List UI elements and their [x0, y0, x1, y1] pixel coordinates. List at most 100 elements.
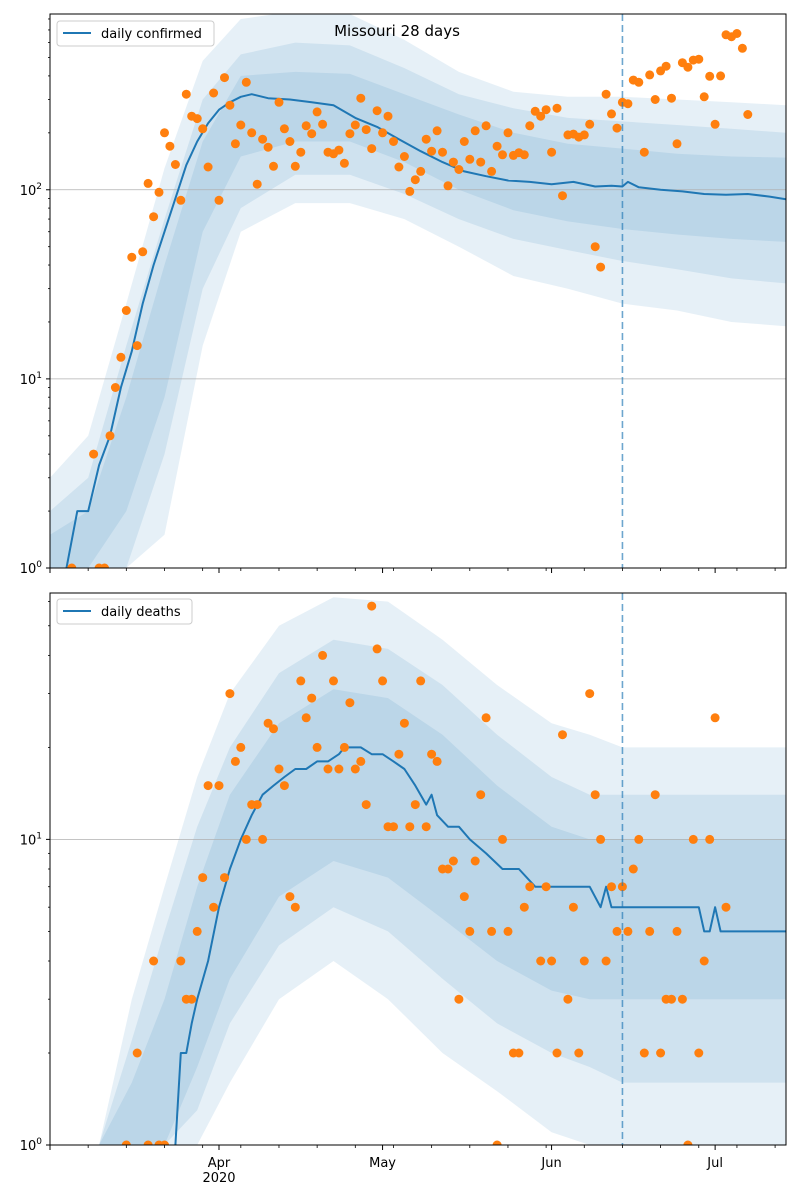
deaths-data-point	[547, 956, 557, 966]
deaths-data-point	[705, 834, 715, 844]
confirmed-data-point	[132, 341, 142, 351]
confirmed-data-point	[732, 29, 742, 38]
deaths-data-point	[612, 926, 622, 936]
deaths-data-point	[160, 1140, 169, 1145]
deaths-data-point	[329, 676, 338, 686]
deaths-data-point	[187, 994, 197, 1004]
deaths-data-point	[487, 926, 497, 936]
confirmed-data-point	[269, 161, 278, 171]
deaths-data-point	[470, 856, 480, 866]
confirmed-data-point	[121, 306, 131, 315]
deaths-data-point	[454, 994, 464, 1004]
confirmed-data-point	[345, 129, 355, 139]
confirmed-data-point	[350, 120, 360, 130]
confirmed-data-point	[279, 124, 289, 134]
confirmed-data-point	[143, 178, 153, 188]
confirmed-legend-label: daily confirmed	[101, 27, 202, 42]
deaths-data-point	[683, 1140, 693, 1145]
deaths-data-point	[601, 956, 611, 966]
deaths-data-point	[519, 902, 529, 912]
deaths-data-point	[694, 1048, 704, 1058]
confirmed-data-point	[492, 141, 502, 151]
deaths-legend-label: daily deaths	[101, 605, 181, 620]
deaths-data-point	[269, 724, 278, 734]
confirmed-data-point	[585, 119, 595, 129]
confirmed-data-point	[639, 147, 649, 157]
confirmed-panel: 100 101 102 Missouri 28 days daily confirm…	[20, 13, 787, 577]
deaths-xtick-sublabel: 2020	[202, 1171, 235, 1186]
deaths-data-point	[279, 781, 289, 791]
confirmed-data-point	[705, 71, 715, 81]
figure-title: Missouri 28 days	[334, 22, 460, 40]
deaths-xtick-label: Apr	[208, 1156, 231, 1171]
deaths-data-point	[378, 676, 388, 686]
deaths-data-point	[389, 822, 398, 832]
deaths-data-point	[203, 781, 213, 791]
deaths-data-point	[448, 856, 458, 866]
confirmed-data-point	[230, 139, 240, 149]
deaths-data-point	[607, 882, 616, 892]
confirmed-data-point	[285, 137, 295, 146]
confirmed-data-point	[465, 154, 475, 164]
deaths-data-point	[405, 822, 415, 832]
confirmed-data-point	[694, 54, 704, 64]
confirmed-data-point	[710, 119, 720, 129]
deaths-data-point	[258, 834, 268, 844]
confirmed-data-point	[421, 134, 431, 144]
confirmed-data-point	[519, 150, 529, 160]
confirmed-data-point	[399, 152, 409, 161]
deaths-data-point	[296, 676, 306, 686]
confirmed-data-point	[252, 179, 262, 189]
deaths-data-point	[639, 1048, 649, 1058]
deaths-data-point	[285, 892, 295, 902]
deaths-data-point	[525, 882, 535, 892]
deaths-data-point	[656, 1048, 666, 1058]
deaths-data-point	[334, 764, 344, 774]
confirmed-data-point	[743, 110, 753, 119]
deaths-data-point	[350, 764, 360, 774]
confirmed-data-point	[339, 158, 349, 168]
deaths-data-point	[699, 956, 709, 966]
deaths-data-point	[241, 834, 251, 844]
confirmed-data-point	[498, 150, 507, 160]
deaths-xtick-label: Jun	[540, 1156, 561, 1171]
confirmed-data-point	[263, 142, 273, 152]
confirmed-data-point	[258, 134, 268, 144]
confirmed-data-point	[558, 191, 567, 201]
deaths-data-point	[503, 926, 513, 936]
confirmed-data-point	[312, 107, 322, 117]
deaths-data-point	[301, 713, 311, 723]
deaths-data-point	[563, 994, 573, 1004]
deaths-data-point	[323, 764, 333, 774]
confirmed-data-point	[737, 43, 747, 53]
confirmed-data-point	[301, 121, 311, 131]
deaths-xtick-label: Jul	[706, 1156, 723, 1171]
confirmed-data-point	[378, 128, 388, 138]
deaths-data-point	[209, 902, 219, 912]
deaths-data-point	[541, 882, 551, 892]
confirmed-data-point	[623, 99, 633, 109]
confirmed-data-point	[389, 137, 398, 146]
deaths-data-point	[721, 902, 731, 912]
confirmed-data-point	[334, 145, 344, 155]
confirmed-data-point	[105, 431, 115, 441]
confirmed-data-point	[290, 161, 300, 171]
confirmed-axes-frame	[49, 13, 787, 569]
deaths-data-point	[345, 698, 355, 708]
deaths-data-point	[710, 713, 720, 723]
confirmed-band-inner	[50, 71, 786, 568]
confirmed-data-point	[127, 252, 137, 262]
confirmed-ytick-label: 100	[20, 560, 43, 577]
deaths-data-point	[459, 892, 469, 902]
confirmed-data-point	[481, 121, 491, 131]
deaths-data-point	[198, 873, 208, 883]
deaths-data-point	[416, 676, 426, 686]
confirmed-data-point	[367, 144, 377, 154]
confirmed-data-point	[356, 93, 366, 103]
confirmed-data-point	[116, 352, 126, 362]
deaths-y-axis: 100 101	[20, 601, 50, 1154]
confirmed-data-point	[214, 195, 224, 205]
confirmed-legend: daily confirmed	[56, 20, 215, 47]
